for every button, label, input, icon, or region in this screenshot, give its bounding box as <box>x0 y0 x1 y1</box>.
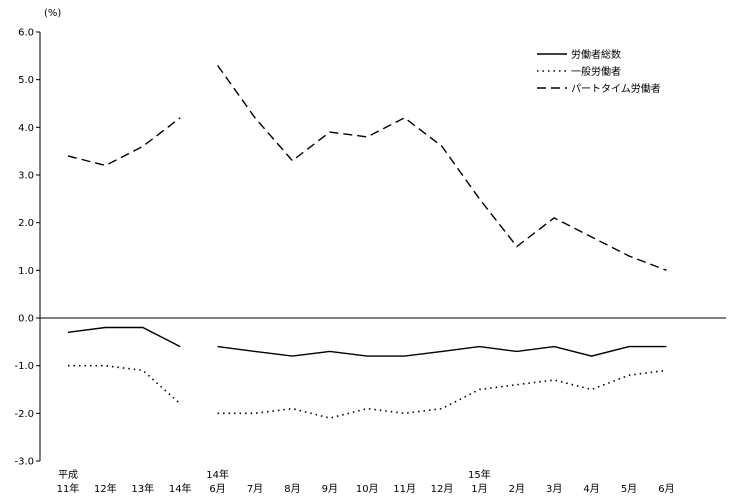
series-line-3 <box>217 64 667 271</box>
unit-label: (%) <box>44 8 61 19</box>
y-tick-label: -2.0 <box>14 409 34 420</box>
y-tick-label: 2.0 <box>18 218 34 229</box>
series-line-1 <box>217 345 667 357</box>
legend-label-1: 労働者総数 <box>571 48 621 61</box>
x-tick-label: 7月 <box>247 483 263 495</box>
x-tick-label: 3月 <box>546 483 562 495</box>
y-tick-label: 5.0 <box>18 75 34 86</box>
x-tick-label-top: 15年 <box>468 468 491 481</box>
x-tick-label: 2月 <box>509 483 525 495</box>
series-line-1 <box>67 326 181 348</box>
x-tick-label-top: 平成 <box>58 469 78 481</box>
y-tick-label: 1.0 <box>18 266 34 277</box>
x-tick-label: 4月 <box>583 483 599 495</box>
x-tick-label: 8月 <box>284 483 300 495</box>
x-tick-label: 12年 <box>94 482 117 495</box>
legend-label-2: 一般労働者 <box>571 65 621 78</box>
y-axis-ticks: 6.0 5.0 4.0 3.0 2.0 1.0 0.0 -1.0 -2.0 -3.0 <box>14 28 40 468</box>
x-tick-label-top: 14年 <box>206 468 229 481</box>
series-lines <box>67 64 667 419</box>
y-tick-label: -3.0 <box>14 457 34 468</box>
y-tick-label: 0.0 <box>18 314 34 325</box>
y-tick-label: 4.0 <box>18 123 34 134</box>
x-tick-label: 11年 <box>57 482 80 495</box>
series-line-2 <box>217 369 667 419</box>
x-tick-label: 10月 <box>356 483 379 495</box>
x-tick-label: 6月 <box>658 483 674 495</box>
x-tick-label: 12月 <box>431 483 454 495</box>
x-tick-label: 5月 <box>621 483 637 495</box>
y-tick-label: -1.0 <box>14 361 34 372</box>
y-tick-label: 6.0 <box>18 28 34 39</box>
series-line-2 <box>68 364 181 405</box>
axes <box>39 32 726 461</box>
x-tick-label: 11月 <box>393 483 416 495</box>
y-tick-label: 3.0 <box>18 171 34 182</box>
x-tick-label: 1月 <box>471 483 487 495</box>
x-tick-label: 13年 <box>131 482 154 495</box>
x-tick-label: 6月 <box>209 483 225 495</box>
x-tick-label: 9月 <box>322 483 338 495</box>
series-line-3 <box>67 117 181 167</box>
legend-label-3: パートタイム労働者 <box>571 82 661 95</box>
x-tick-label: 14年 <box>169 482 192 495</box>
